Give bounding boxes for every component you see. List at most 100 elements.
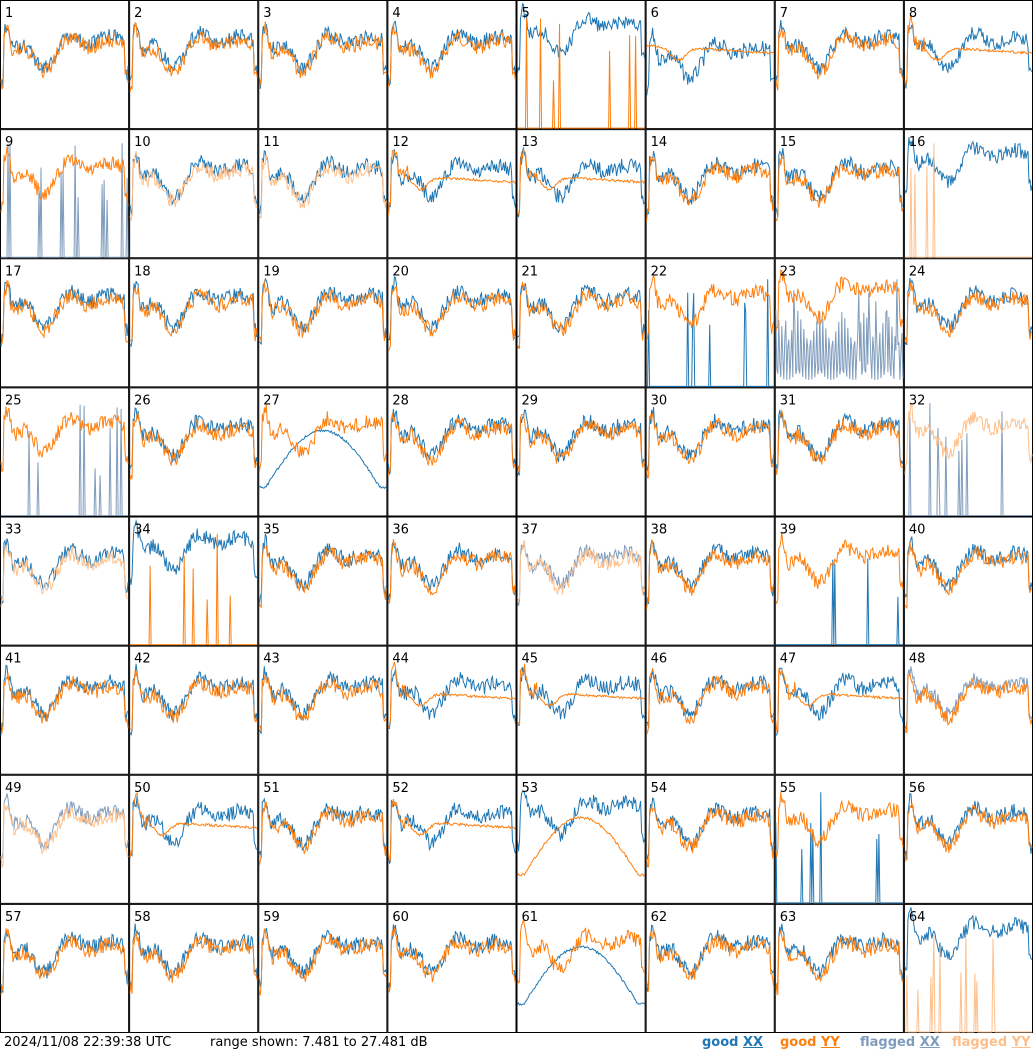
panel-18: 18 xyxy=(129,258,259,388)
series-xx xyxy=(775,558,903,646)
panel-frame xyxy=(387,645,517,775)
panel-38: 38 xyxy=(645,516,775,646)
panel-frame xyxy=(516,129,646,259)
series-yy xyxy=(904,802,1033,863)
panel-label: 64 xyxy=(909,910,926,925)
panel-label: 18 xyxy=(134,264,151,279)
panel-10: 10 xyxy=(129,129,259,259)
panel-label: 54 xyxy=(651,781,668,796)
series-xx xyxy=(387,20,516,86)
panel-26: 26 xyxy=(129,387,259,517)
series-yy xyxy=(130,533,258,646)
panel-label: 10 xyxy=(134,135,151,150)
series-yy xyxy=(775,408,904,475)
panel-13: 13 xyxy=(516,129,646,259)
series-yy xyxy=(258,21,387,90)
panel-frame xyxy=(903,774,1033,904)
panel-15: 15 xyxy=(774,129,904,259)
panel-frame xyxy=(387,258,517,388)
panel-5: 5 xyxy=(516,0,646,130)
panel-frame xyxy=(0,903,130,1033)
panel-25: 25 xyxy=(0,387,130,517)
panel-frame xyxy=(774,903,904,1033)
series-yy xyxy=(904,935,1032,1033)
panel-57: 57 xyxy=(0,903,130,1033)
panel-label: 43 xyxy=(263,652,280,667)
series-yy xyxy=(646,412,775,479)
legend-xx-label: XX xyxy=(743,1035,764,1050)
panel-frame xyxy=(129,645,259,775)
panel-59: 59 xyxy=(258,903,388,1033)
panel-frame xyxy=(387,903,517,1033)
series-yy xyxy=(646,929,775,992)
panel-label: 46 xyxy=(651,652,668,667)
series-xx xyxy=(904,137,1033,195)
legend-flagged-yy: flagged YY xyxy=(952,1033,1031,1053)
range-shown: range shown: 7.481 to 27.481 dB xyxy=(210,1035,428,1050)
panel-64: 64 xyxy=(903,903,1033,1033)
series-xx xyxy=(904,24,1033,89)
series-yy xyxy=(387,539,516,604)
series-yy xyxy=(0,24,129,90)
panel-label: 55 xyxy=(780,781,797,796)
series-yy xyxy=(0,928,129,996)
panel-2: 2 xyxy=(129,0,259,130)
panel-31: 31 xyxy=(774,387,904,517)
panel-label: 1 xyxy=(5,6,13,21)
series-xx xyxy=(258,150,387,218)
panel-49: 49 xyxy=(0,774,130,904)
panel-frame xyxy=(258,0,388,130)
panel-3: 3 xyxy=(258,0,388,130)
panel-frame xyxy=(903,645,1033,775)
series-yy xyxy=(775,532,904,605)
series-xx xyxy=(775,792,903,904)
series-xx xyxy=(129,795,258,858)
panel-frame xyxy=(903,516,1033,646)
series-yy xyxy=(904,15,1033,86)
series-yy xyxy=(258,545,387,609)
panel-frame xyxy=(387,129,517,259)
panel-label: 52 xyxy=(392,781,409,796)
panel-frame xyxy=(774,387,904,517)
panel-frame xyxy=(0,258,130,388)
series-yy xyxy=(775,929,904,996)
series-yy xyxy=(646,805,775,868)
panel-frame xyxy=(129,258,259,388)
panel-37: 37 xyxy=(516,516,646,646)
series-yy xyxy=(258,154,387,219)
panel-label: 22 xyxy=(651,264,668,279)
series-xx xyxy=(388,669,516,730)
series-xx xyxy=(775,279,904,381)
legend-good-label: good xyxy=(780,1035,817,1050)
series-yy xyxy=(258,801,387,867)
panel-label: 12 xyxy=(392,135,409,150)
panel-36: 36 xyxy=(387,516,517,646)
panel-27: 27 xyxy=(258,387,388,517)
panel-51: 51 xyxy=(258,774,388,904)
legend-good-xx: good XX xyxy=(702,1033,763,1053)
series-yy xyxy=(646,668,775,735)
panel-1: 1 xyxy=(0,0,130,130)
series-yy xyxy=(517,281,646,349)
series-xx xyxy=(517,147,645,218)
panel-frame xyxy=(645,129,775,259)
panel-frame xyxy=(258,903,388,1033)
panel-16: 16 xyxy=(903,129,1033,259)
series-yy xyxy=(129,931,258,994)
series-yy xyxy=(646,539,775,610)
panel-29: 29 xyxy=(516,387,646,517)
panel-frame xyxy=(516,903,646,1033)
panel-22: 22 xyxy=(645,258,775,388)
panel-label: 58 xyxy=(134,910,151,925)
panel-label: 59 xyxy=(263,910,280,925)
panel-frame xyxy=(258,645,388,775)
series-yy xyxy=(775,155,904,222)
panel-label: 13 xyxy=(522,135,539,150)
panel-52: 52 xyxy=(387,774,517,904)
panel-8: 8 xyxy=(903,0,1033,130)
panel-53: 53 xyxy=(516,774,646,904)
panel-frame xyxy=(0,516,130,646)
panel-24: 24 xyxy=(903,258,1033,388)
series-yy xyxy=(517,18,645,129)
